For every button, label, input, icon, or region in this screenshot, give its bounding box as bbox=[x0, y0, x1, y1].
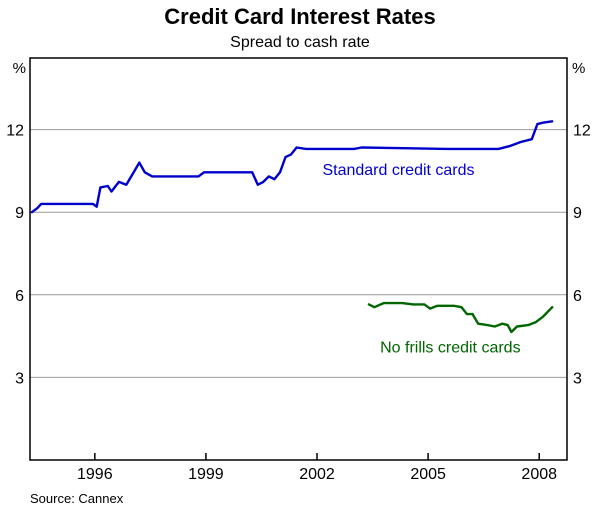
percent-label-left: % bbox=[13, 60, 26, 77]
chart-title: Credit Card Interest Rates bbox=[164, 4, 435, 29]
series-label-no-frills-credit-cards: No frills credit cards bbox=[380, 340, 520, 357]
plot-border bbox=[29, 57, 568, 461]
y-axis-label-right: 3 bbox=[573, 370, 582, 387]
x-axis-label: 2002 bbox=[299, 466, 335, 483]
x-axis-label: 1996 bbox=[77, 466, 113, 483]
x-axis-label: 1999 bbox=[188, 466, 224, 483]
percent-label-right: % bbox=[572, 60, 585, 77]
y-axis-label-left: 6 bbox=[15, 288, 24, 305]
series-label-standard-credit-cards: Standard credit cards bbox=[322, 162, 474, 179]
y-axis-label-right: 6 bbox=[573, 288, 582, 305]
x-axis-label: 2008 bbox=[521, 466, 557, 483]
source-note: Source: Cannex bbox=[30, 491, 124, 506]
y-axis-label-left: 12 bbox=[6, 123, 24, 140]
plot-area: 3 3 6 6 9 9 12 12 1996 1999 2002 2005 2008 Standard c… bbox=[6, 120, 591, 483]
y-axis-label-right: 12 bbox=[573, 123, 591, 140]
y-axis-label-right: 9 bbox=[573, 205, 582, 222]
y-axis-label-left: 9 bbox=[15, 205, 24, 222]
x-axis-label: 2005 bbox=[410, 466, 446, 483]
y-axis-label-left: 3 bbox=[15, 370, 24, 387]
chart-subtitle: Spread to cash rate bbox=[230, 34, 370, 51]
series-line-no-frills-credit-cards bbox=[367, 301, 554, 334]
series-line-standard-credit-cards bbox=[30, 120, 554, 214]
